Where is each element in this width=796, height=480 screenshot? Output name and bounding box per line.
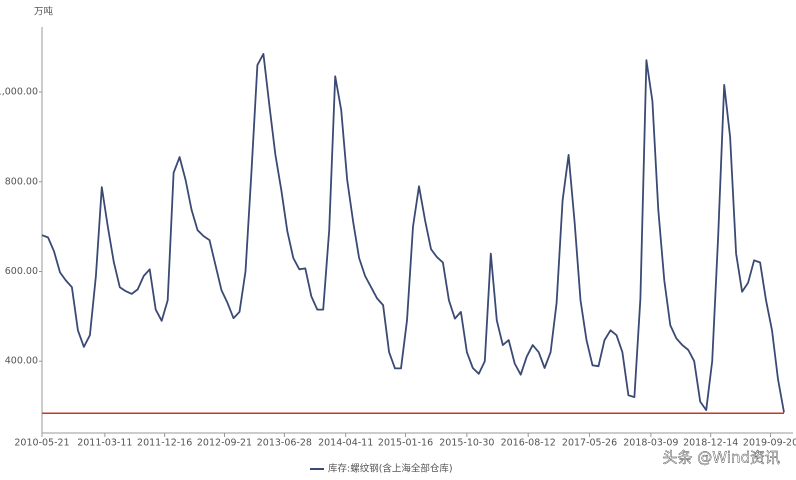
x-tick-label: 2017-05-26 bbox=[562, 438, 617, 449]
legend-label: 库存:螺纹钢(含上海全部仓库) bbox=[328, 463, 453, 475]
x-tick-label: 2010-05-21 bbox=[14, 438, 69, 449]
x-tick-label: 2011-03-11 bbox=[77, 438, 132, 449]
x-tick-label: 2018-12-14 bbox=[683, 438, 738, 449]
watermark: 头条 @Wind资讯 bbox=[663, 449, 780, 467]
x-tick-label: 2013-06-28 bbox=[257, 438, 312, 449]
x-tick-label: 2012-09-21 bbox=[197, 438, 252, 449]
x-tick-label: 2014-04-11 bbox=[318, 438, 373, 449]
y-tick-label: 800.00 bbox=[5, 176, 38, 187]
x-tick-label: 2019-09-20 bbox=[743, 438, 796, 449]
x-tick-label: 2018-03-09 bbox=[623, 438, 678, 449]
x-tick-label: 2015-10-30 bbox=[439, 438, 494, 449]
x-tick-label: 2016-08-12 bbox=[501, 438, 556, 449]
x-tick-label: 2015-01-16 bbox=[378, 438, 433, 449]
y-axis-label: 万吨 bbox=[34, 6, 54, 18]
x-tick-label: 2011-12-16 bbox=[137, 438, 192, 449]
y-tick-label: 400.00 bbox=[5, 356, 38, 367]
y-tick-label: 1,000.00 bbox=[0, 87, 38, 98]
y-tick-label: 600.00 bbox=[5, 266, 38, 277]
series-line bbox=[41, 53, 785, 413]
